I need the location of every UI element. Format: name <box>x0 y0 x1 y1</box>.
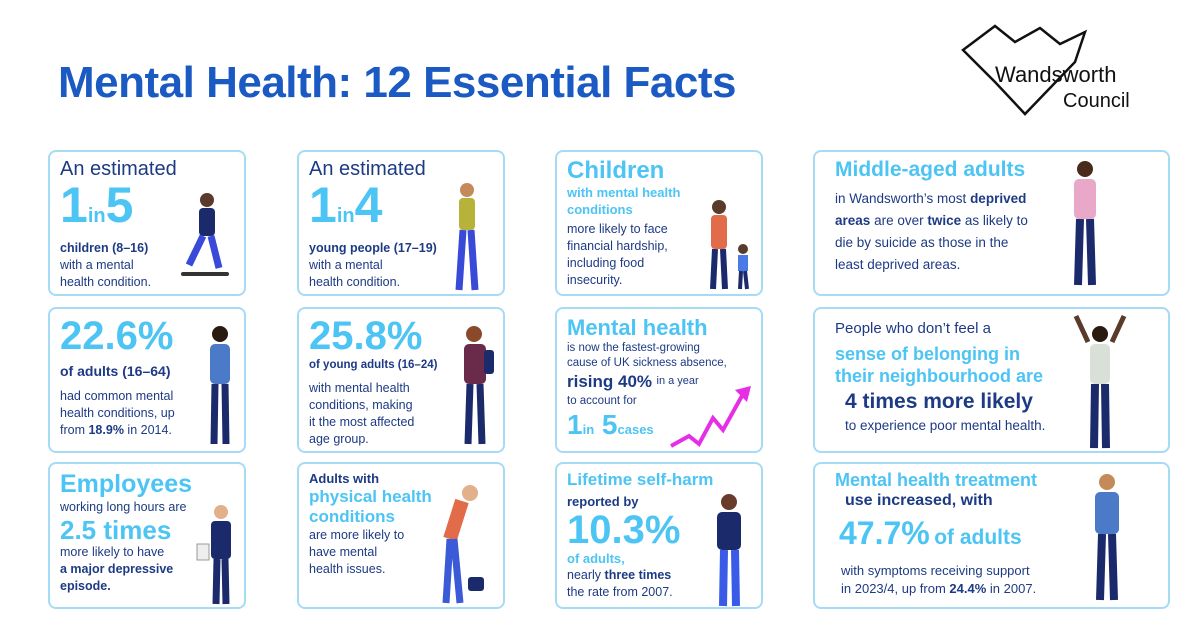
card-stat: 22.6% <box>60 314 174 358</box>
card-text: of adults (16–64) <box>60 363 171 379</box>
card-intro: An estimated <box>309 158 426 180</box>
card-text: to account for <box>567 395 637 407</box>
card-text: it the most affected <box>309 415 415 429</box>
fact-card-sickness-absence: Mental health is now the fastest-growing… <box>555 307 763 453</box>
card-text: reported by <box>567 494 639 509</box>
logo-outline-icon <box>961 24 1088 116</box>
card-text: health conditions, up <box>60 406 175 420</box>
card-text: health issues. <box>309 562 386 576</box>
wandsworth-council-logo: Wandsworth Council <box>955 22 1155 122</box>
card-text: insecurity. <box>567 273 623 287</box>
card-text: more likely to face <box>567 222 668 236</box>
card-text: with a mental <box>309 258 383 272</box>
card-text: die by suicide as those in the <box>835 235 1009 250</box>
card-text: is now the fastest-growing <box>567 342 700 354</box>
fact-card-children-hardship: Children with mental health conditions m… <box>555 150 763 296</box>
card-text: with mental health <box>567 185 681 200</box>
card-text: with a mental <box>60 258 134 272</box>
card-text: from 18.9% in 2014. <box>60 423 172 437</box>
card-text: rising 40% in a year <box>567 372 699 391</box>
fact-card-treatment: Mental health treatment use increased, w… <box>813 462 1170 609</box>
card-text: conditions, making <box>309 398 413 412</box>
card-text: nearly three times <box>567 568 672 582</box>
fact-card-children-1-in-5: An estimated 1in5 children (8–16) with a… <box>48 150 246 296</box>
card-heading: Middle-aged adults <box>835 158 1026 181</box>
card-heading: Children <box>567 157 665 184</box>
card-text: conditions <box>567 202 633 217</box>
card-text: physical health <box>309 487 432 506</box>
card-text: conditions <box>309 507 395 526</box>
card-text: People who don’t feel a <box>835 320 991 337</box>
card-intro: An estimated <box>60 158 177 180</box>
tired-man-illustration-icon <box>442 485 484 604</box>
logo-text: Wandsworth <box>995 62 1117 87</box>
fact-card-physical-health: Adults with physical health conditions a… <box>297 462 505 609</box>
card-text: young people (17–19) <box>309 241 437 255</box>
card-text: with symptoms receiving support <box>841 563 1030 578</box>
card-text: children (8–16) <box>60 241 149 255</box>
card-text: had common mental <box>60 389 174 403</box>
young-man-backpack-illustration-icon <box>464 326 494 445</box>
fact-card-adults-22-6: 22.6% of adults (16–64) had common menta… <box>48 307 246 453</box>
card-text: including food <box>567 256 645 270</box>
card-text: of young adults (16–24) <box>309 359 438 371</box>
card-stat: 47.7% of adults <box>839 515 1022 551</box>
card-stat: 2.5 times <box>60 515 172 545</box>
card-text: Adults with <box>309 471 380 486</box>
card-text: have mental <box>309 545 378 559</box>
card-body: in Wandsworth’s most deprived areas are … <box>835 188 1158 276</box>
card-text: are more likely to <box>309 528 405 542</box>
card-heading: Lifetime self-harm <box>567 470 714 489</box>
card-text: sense of belonging in <box>835 344 1021 364</box>
card-stat: 25.8% <box>309 314 423 358</box>
card-text: the rate from 2007. <box>567 585 673 599</box>
card-heading: Employees <box>60 470 193 498</box>
logo-subtext: Council <box>1063 90 1130 112</box>
fact-card-self-harm: Lifetime self-harm reported by 10.3% of … <box>555 462 763 609</box>
businessman-illustration-icon <box>196 505 231 605</box>
card-stat: 4 times more likely <box>845 390 1033 413</box>
card-stat: 10.3% <box>567 508 681 552</box>
man-hands-in-pockets-illustration-icon <box>717 494 741 607</box>
card-stat: 1in5 <box>60 177 134 233</box>
card-text: their neighbourhood are <box>835 366 1044 386</box>
woman-blazer-illustration-icon <box>1095 474 1119 601</box>
card-stat: 1in 5cases <box>567 409 654 440</box>
card-stat: 1in4 <box>309 177 383 233</box>
card-text: in Wandsworth’s most deprived <box>835 191 1027 206</box>
fact-card-belonging: People who don’t feel a sense of belongi… <box>813 307 1170 453</box>
card-text: health condition. <box>309 275 401 289</box>
person-arms-raised-illustration-icon <box>1073 314 1127 449</box>
card-text: age group. <box>309 432 369 446</box>
card-text: with mental health <box>309 381 410 395</box>
card-text: cause of UK sickness absence, <box>567 357 727 369</box>
card-heading: Mental health treatment <box>835 470 1038 490</box>
card-text: financial hardship, <box>567 239 668 253</box>
fact-card-young-adults-25-8: 25.8% of young adults (16–24) with menta… <box>297 307 505 453</box>
card-text: in 2023/4, up from 24.4% in 2007. <box>841 581 1037 596</box>
card-text: more likely to have <box>60 545 165 559</box>
woman-arms-crossed-illustration-icon <box>1074 161 1096 286</box>
woman-thinking-illustration-icon <box>210 326 230 445</box>
card-text: use increased, with <box>845 492 993 509</box>
card-text: areas are over twice as likely to <box>835 213 1028 228</box>
fact-card-young-people-1-in-4: An estimated 1in4 young people (17–19) w… <box>297 150 505 296</box>
card-text: a major depressive <box>60 562 174 576</box>
parent-children-illustration-icon <box>710 200 749 290</box>
rising-arrow-icon <box>670 386 751 448</box>
page-title: Mental Health: 12 Essential Facts <box>58 58 736 107</box>
card-text: of adults, <box>567 551 625 566</box>
card-text: least deprived areas. <box>835 257 961 272</box>
young-woman-phone-illustration-icon <box>455 183 479 291</box>
card-heading: Mental health <box>567 315 708 340</box>
card-text: health condition. <box>60 275 152 289</box>
fact-card-suicide-deprived: Middle-aged adults in Wandsworth’s most … <box>813 150 1170 296</box>
card-text: to experience poor mental health. <box>845 418 1046 433</box>
card-text: episode. <box>60 579 111 593</box>
card-text: working long hours are <box>60 500 187 514</box>
skateboarder-illustration-icon <box>181 193 229 276</box>
fact-card-employees: Employees working long hours are 2.5 tim… <box>48 462 246 609</box>
